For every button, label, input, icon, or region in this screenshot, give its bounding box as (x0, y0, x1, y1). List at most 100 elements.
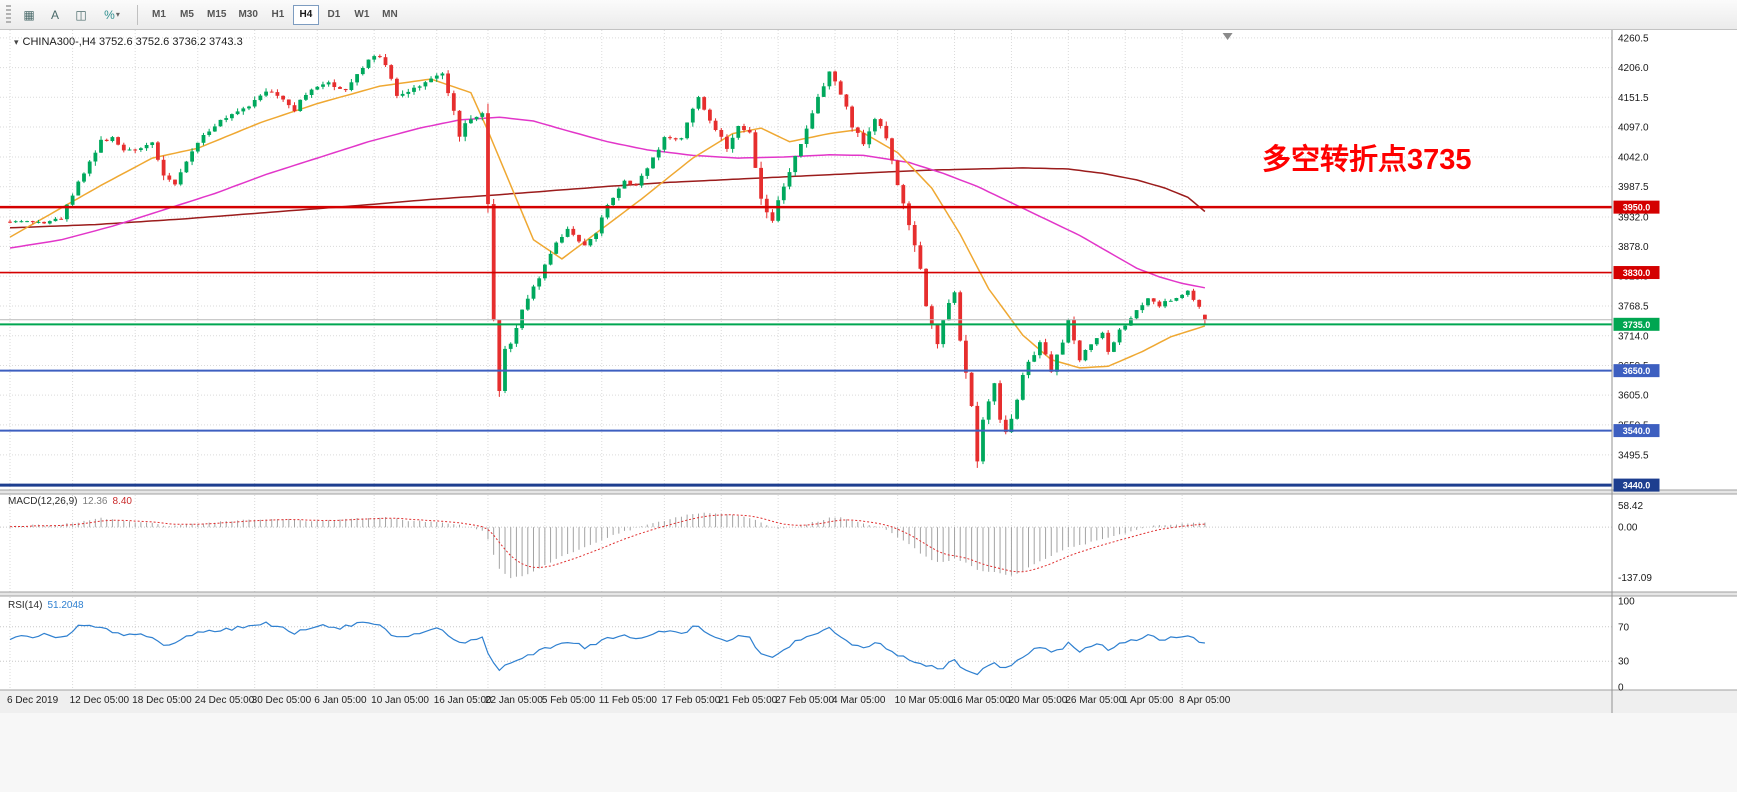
svg-text:4206.0: 4206.0 (1618, 63, 1649, 74)
ma-mid-magenta-line (9, 116, 1206, 289)
toolbar-separator (137, 4, 138, 25)
svg-text:3714.0: 3714.0 (1618, 331, 1649, 342)
svg-text:4042.0: 4042.0 (1618, 152, 1649, 163)
chart-frame-icon: ◫ (75, 7, 87, 22)
timeframe-m5-button[interactable]: M5 (174, 5, 200, 25)
time-axis-label: 1 Apr 05:00 (1122, 695, 1174, 706)
time-axis[interactable]: 6 Dec 2019 12 Dec 05:00 18 Dec 05:00 24 Dec… (0, 690, 1612, 713)
macd-signal-value: 8.40 (112, 496, 132, 507)
timeframe-mn-button[interactable]: MN (377, 5, 403, 25)
moving-averages (9, 78, 1206, 369)
time-axis-label: 27 Feb 05:00 (775, 695, 835, 706)
svg-text:70: 70 (1618, 622, 1630, 633)
svg-text:0: 0 (1618, 683, 1624, 694)
timeframe-d1-button[interactable]: D1 (321, 5, 347, 25)
chart-shift-marker-icon (1222, 33, 1233, 40)
symbol-caret-icon: ▾ (14, 37, 19, 47)
ma-fast-orange-line (9, 78, 1206, 369)
price-badge-3440.0 (1613, 478, 1660, 492)
panel-frames (0, 30, 1737, 713)
toolbar: ▦ A ◫ % ▾ M1 M5 M15 M30 H1 H4 D1 W1 MN (0, 0, 1737, 30)
svg-text:3440.0: 3440.0 (1623, 481, 1651, 491)
svg-text:3605.0: 3605.0 (1618, 391, 1649, 402)
svg-text:4260.5: 4260.5 (1618, 33, 1649, 44)
time-axis-label: 16 Jan 05:00 (433, 695, 492, 706)
chart-surface[interactable]: 4260.5 4206.0 4151.5 4097.0 4042.0 3987.5 3932… (0, 30, 1737, 792)
rsi-indicator-label: RSI(14) 51.2048 (8, 600, 84, 611)
time-axis-label: 8 Apr 05:00 (1179, 695, 1231, 706)
time-axis-label: 16 Mar 05:00 (951, 695, 1011, 706)
macd-indicator-label: MACD(12,26,9) 12.36 8.40 (8, 496, 132, 507)
time-axis-label: 10 Jan 05:00 (371, 695, 429, 706)
toolbar-drag-handle[interactable] (6, 4, 11, 25)
timeframe-h4-button[interactable]: H4 (292, 4, 319, 25)
svg-text:3768.5: 3768.5 (1618, 302, 1649, 313)
time-axis-label: 17 Feb 05:00 (661, 695, 721, 706)
time-axis-label: 6 Dec 2019 (7, 695, 59, 706)
timeframe-w1-button[interactable]: W1 (349, 5, 375, 25)
rsi-value: 51.2048 (47, 600, 84, 611)
zoom-tool-button[interactable]: % ▾ (95, 4, 129, 26)
macd-name: MACD(12,26,9) (8, 496, 78, 507)
time-axis-label: 26 Mar 05:00 (1065, 695, 1125, 706)
horizontal-line-objects (0, 205, 1612, 487)
macd-signal-line (9, 514, 1205, 573)
text-tool-button[interactable]: A (43, 4, 67, 26)
svg-text:3540.0: 3540.0 (1623, 426, 1651, 436)
timeframe-m15-button[interactable]: M15 (202, 5, 231, 25)
time-axis-label: 12 Dec 05:00 (69, 695, 130, 706)
chart-backgrounds (0, 690, 1737, 792)
chart-title: ▾ CHINA300-,H4 3752.6 3752.6 3736.2 3743.… (14, 36, 243, 48)
price-badges: 3950.0 3830.0 3735.0 3650.0 3540.0 3440.0 (1613, 200, 1660, 492)
time-axis-label: 18 Dec 05:00 (132, 695, 192, 706)
svg-text:-137.09: -137.09 (1618, 573, 1652, 584)
time-axis-label: 10 Mar 05:00 (894, 695, 954, 706)
time-axis-label: 21 Feb 05:00 (718, 695, 778, 706)
chart-window: 4260.5 4206.0 4151.5 4097.0 4042.0 3987.5 3932… (0, 30, 1737, 792)
chart-frame-button[interactable]: ◫ (69, 4, 93, 26)
svg-text:100: 100 (1618, 597, 1635, 608)
caret-down-icon: ▾ (115, 10, 120, 19)
svg-text:3950.0: 3950.0 (1623, 203, 1651, 213)
grid-lines (0, 30, 1612, 690)
svg-text:3932.0: 3932.0 (1618, 212, 1649, 223)
svg-text:58.42: 58.42 (1618, 501, 1643, 512)
svg-text:3878.0: 3878.0 (1618, 242, 1649, 253)
macd-panel (9, 512, 1206, 579)
macd-main-value: 12.36 (82, 496, 108, 507)
time-axis-label: 6 Jan 05:00 (314, 695, 367, 706)
candlestick-series (8, 54, 1207, 468)
price-badge-3735.0 (1613, 317, 1660, 331)
svg-text:4151.5: 4151.5 (1618, 93, 1649, 104)
price-badge-3950.0 (1613, 200, 1660, 214)
time-axis-label: 24 Dec 05:00 (194, 695, 255, 706)
time-axis-label: 4 Mar 05:00 (832, 695, 886, 706)
svg-text:30: 30 (1618, 657, 1630, 668)
timeframe-m1-button[interactable]: M1 (146, 5, 172, 25)
templates-button[interactable]: ▦ (17, 4, 41, 26)
price-badge-3650.0 (1613, 364, 1660, 378)
svg-text:3987.5: 3987.5 (1618, 182, 1649, 193)
price-badge-3540.0 (1613, 424, 1660, 438)
templates-icon: ▦ (23, 7, 35, 22)
price-badge-3830.0 (1613, 266, 1660, 280)
rsi-panel (9, 621, 1205, 676)
timeframe-h1-button[interactable]: H1 (265, 5, 291, 25)
zoom-percent-icon: % (104, 7, 115, 22)
rsi-name: RSI(14) (8, 600, 43, 611)
svg-text:0.00: 0.00 (1618, 523, 1638, 534)
time-axis-label: 20 Mar 05:00 (1008, 695, 1068, 706)
svg-text:3650.0: 3650.0 (1623, 366, 1651, 376)
svg-text:4097.0: 4097.0 (1618, 123, 1649, 134)
chart-title-text: CHINA300-,H4 3752.6 3752.6 3736.2 3743.3 (22, 36, 243, 48)
ma-slow-maroon-line (9, 167, 1206, 229)
text-tool-icon: A (50, 7, 59, 22)
time-axis-label: 5 Feb 05:00 (541, 695, 596, 706)
time-axis-label: 11 Feb 05:00 (598, 695, 657, 706)
time-axis-label: 22 Jan 05:00 (484, 695, 543, 706)
annotation-text[interactable]: 多空转折点3735 (1262, 144, 1472, 176)
timeframe-m30-button[interactable]: M30 (233, 5, 262, 25)
time-axis-label: 30 Dec 05:00 (251, 695, 312, 706)
rsi-line (9, 621, 1205, 676)
svg-text:3495.5: 3495.5 (1618, 450, 1649, 461)
